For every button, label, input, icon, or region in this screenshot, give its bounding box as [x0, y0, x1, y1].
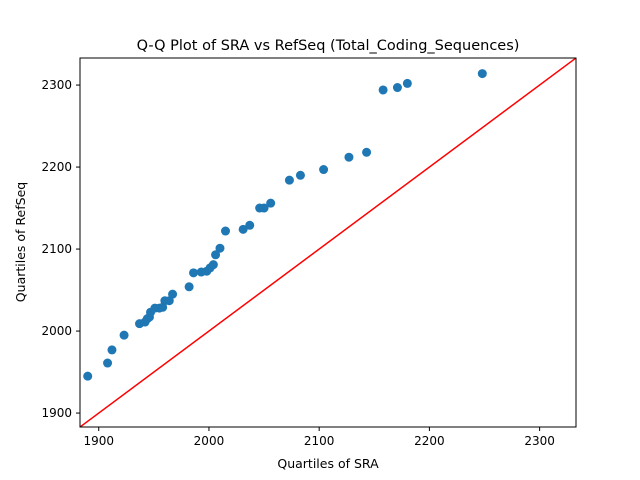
data-point — [344, 152, 354, 162]
x-tick-label: 2100 — [304, 434, 335, 448]
y-tick-label: 2100 — [41, 242, 72, 256]
data-point — [83, 371, 93, 381]
plot-area — [80, 58, 576, 427]
x-tick-label: 2000 — [194, 434, 225, 448]
x-axis: 1900 2000 2100 2200 2300 — [83, 427, 555, 448]
data-point — [220, 226, 230, 236]
x-tick-label: 2300 — [524, 434, 555, 448]
y-tick-label: 2000 — [41, 324, 72, 338]
data-point — [184, 282, 194, 292]
data-point — [168, 289, 178, 299]
chart-title: Q-Q Plot of SRA vs RefSeq (Total_Coding_… — [137, 38, 520, 54]
plot-frame — [79, 57, 577, 428]
x-tick-label: 1900 — [83, 434, 114, 448]
data-point — [215, 243, 225, 253]
data-point — [189, 268, 199, 278]
data-point — [295, 170, 305, 180]
data-point — [362, 147, 372, 157]
data-point — [402, 78, 412, 88]
data-point — [392, 83, 402, 93]
data-point — [208, 260, 218, 270]
y-tick-label: 2300 — [41, 78, 72, 92]
y-axis-label: Quartiles of RefSeq — [13, 182, 28, 302]
data-point — [103, 358, 113, 368]
data-point — [245, 220, 255, 230]
data-point — [378, 85, 388, 95]
x-axis-label: Quartiles of SRA — [277, 456, 379, 471]
data-point — [319, 165, 329, 175]
x-tick-label: 2200 — [414, 434, 445, 448]
y-tick-label: 2200 — [41, 160, 72, 174]
data-point — [119, 330, 129, 340]
data-point — [266, 198, 276, 208]
data-point — [284, 175, 294, 185]
reference-line — [80, 58, 576, 427]
data-point — [259, 203, 269, 213]
data-point — [238, 224, 248, 234]
data-point — [477, 69, 487, 79]
y-axis: 1900 2000 2100 2200 2300 — [41, 78, 80, 420]
data-point — [107, 345, 117, 355]
y-tick-label: 1900 — [41, 406, 72, 420]
data-point — [211, 250, 221, 260]
